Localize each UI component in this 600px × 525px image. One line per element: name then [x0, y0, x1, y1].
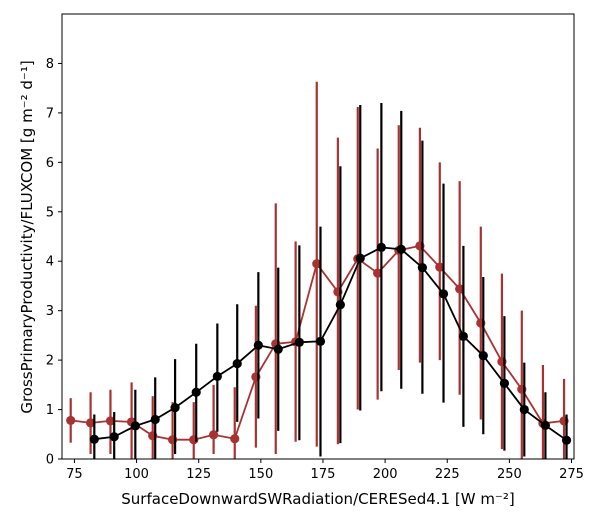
y-tick-label: 5 — [46, 205, 54, 220]
data-point — [315, 336, 326, 346]
plot-background — [62, 14, 574, 459]
data-point — [273, 344, 283, 354]
data-point — [455, 284, 465, 294]
data-point — [376, 242, 386, 252]
y-tick-label: 6 — [46, 156, 54, 171]
y-axis-label: GrossPrimaryProductivity/FLUXCOM [g m⁻² … — [18, 60, 36, 413]
data-point — [499, 378, 510, 388]
x-axis-label: SurfaceDownwardSWRadiation/CERESed4.1 [W… — [121, 490, 514, 508]
data-point — [438, 289, 449, 299]
data-point — [435, 262, 445, 272]
data-point — [130, 421, 140, 431]
data-point — [105, 416, 116, 426]
data-point — [458, 331, 468, 341]
y-tick-label: 8 — [46, 57, 54, 72]
data-point — [312, 259, 322, 269]
y-tick-label: 0 — [46, 453, 54, 468]
data-point — [66, 415, 76, 426]
y-tick-label: 4 — [46, 255, 54, 270]
data-point — [212, 371, 222, 382]
x-tick-label: 275 — [559, 467, 584, 482]
x-tick-label: 200 — [373, 467, 398, 482]
series-layer — [66, 81, 572, 459]
y-tick-label: 1 — [46, 403, 54, 418]
data-point — [335, 300, 345, 310]
data-point — [191, 387, 201, 397]
data-point — [561, 435, 572, 445]
data-point — [253, 340, 263, 350]
data-point — [294, 337, 304, 347]
data-point — [209, 430, 219, 440]
data-point — [540, 420, 551, 430]
y-tick-label: 3 — [46, 304, 54, 319]
data-point — [396, 244, 406, 254]
data-point — [85, 418, 96, 428]
data-point — [519, 404, 529, 415]
data-point — [109, 432, 119, 442]
data-point — [230, 434, 240, 444]
x-tick-label: 75 — [66, 467, 83, 482]
plot-frame — [61, 13, 575, 460]
y-axis: 0 1 2 3 4 5 6 7 8 — [46, 57, 62, 468]
x-tick-label: 175 — [311, 467, 336, 482]
data-point — [355, 253, 365, 263]
x-axis: 75 100 125 150 175 200 225 250 275 — [66, 459, 584, 482]
x-tick-label: 250 — [497, 467, 522, 482]
data-point — [373, 268, 383, 278]
x-tick-label: 100 — [124, 467, 149, 482]
data-point — [232, 358, 242, 369]
x-tick-label: 125 — [186, 467, 211, 482]
data-point — [89, 434, 99, 444]
series-1 — [89, 103, 572, 459]
data-point — [150, 414, 160, 425]
x-tick-label: 150 — [248, 467, 273, 482]
data-point — [478, 351, 488, 361]
y-tick-label: 2 — [46, 354, 54, 369]
x-tick-label: 225 — [435, 467, 460, 482]
data-point — [170, 402, 180, 413]
data-point — [417, 263, 427, 273]
y-tick-label: 7 — [46, 106, 54, 121]
series-0 — [66, 81, 569, 459]
